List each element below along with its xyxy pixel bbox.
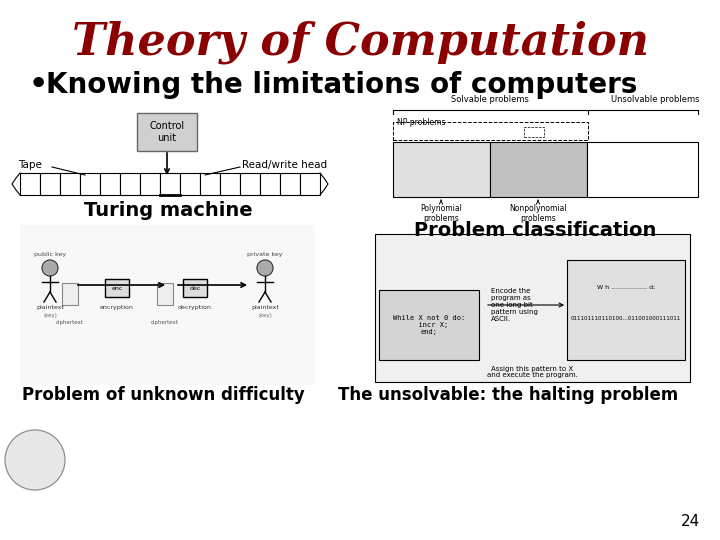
Bar [280, 173, 300, 195]
Bar [157, 283, 173, 305]
Text: (key): (key) [258, 313, 272, 318]
Bar [240, 173, 260, 195]
Text: plaintext: plaintext [251, 305, 279, 310]
Bar [60, 173, 80, 195]
Text: Control
unit: Control unit [150, 121, 184, 143]
Text: While X not 0 do:
  incr X;
end;: While X not 0 do: incr X; end; [393, 315, 465, 335]
Bar [160, 173, 180, 195]
Bar [567, 260, 685, 360]
Text: Solvable problems: Solvable problems [451, 95, 529, 104]
Text: The unsolvable: the halting problem: The unsolvable: the halting problem [338, 386, 678, 404]
Text: dec: dec [189, 286, 201, 291]
Text: decryption: decryption [178, 305, 212, 310]
Bar [379, 290, 479, 360]
Text: (key): (key) [43, 313, 57, 318]
Circle shape [5, 430, 65, 490]
Bar [490, 142, 587, 197]
Text: public key: public key [34, 252, 66, 257]
Bar [183, 279, 207, 297]
Bar [80, 173, 100, 195]
Text: encryption: encryption [100, 305, 134, 310]
Bar [260, 173, 280, 195]
Bar [62, 283, 78, 305]
Text: W h .................. d;: W h .................. d; [597, 285, 655, 289]
Text: Problem of unknown difficulty: Problem of unknown difficulty [22, 386, 305, 404]
Text: Theory of Computation: Theory of Computation [71, 20, 649, 64]
Bar [180, 173, 200, 195]
Bar [20, 173, 40, 195]
Text: Polynomial
problems: Polynomial problems [420, 204, 462, 224]
Text: Tape: Tape [18, 160, 42, 170]
Text: enc: enc [112, 286, 122, 291]
Text: plaintext: plaintext [36, 305, 64, 310]
Text: Nonpolynomial
problems: Nonpolynomial problems [509, 204, 567, 224]
Bar [105, 279, 129, 297]
Bar [300, 173, 320, 195]
Bar [20, 225, 315, 385]
Text: private key: private key [247, 252, 283, 257]
Bar [220, 173, 240, 195]
Bar [524, 127, 544, 137]
Text: 24: 24 [680, 515, 700, 530]
Text: Turing machine: Turing machine [84, 200, 252, 219]
Text: ciphertext: ciphertext [56, 320, 84, 325]
Text: Knowing the limitations of computers: Knowing the limitations of computers [46, 71, 637, 99]
Bar [140, 173, 160, 195]
Bar [40, 173, 60, 195]
Circle shape [257, 260, 273, 276]
FancyBboxPatch shape [137, 113, 197, 151]
Text: NP problems: NP problems [397, 118, 446, 127]
Bar [393, 122, 588, 140]
Text: Assign this pattern to X
and execute the program.: Assign this pattern to X and execute the… [487, 366, 577, 379]
Bar [120, 173, 140, 195]
Text: Read/write head: Read/write head [242, 160, 327, 170]
Text: ciphertext: ciphertext [151, 320, 179, 325]
Bar [393, 142, 490, 197]
Text: 011101110110100...011001000111011: 011101110110100...011001000111011 [571, 316, 681, 321]
Text: Unsolvable problems: Unsolvable problems [611, 95, 699, 104]
Text: Problem classification: Problem classification [414, 221, 656, 240]
Text: Encode the
program as
one long bit
pattern using
ASCII.: Encode the program as one long bit patte… [491, 288, 538, 322]
Bar [100, 173, 120, 195]
Text: •: • [28, 68, 49, 102]
Bar [200, 173, 220, 195]
Circle shape [42, 260, 58, 276]
Bar [375, 234, 690, 382]
Bar [587, 142, 698, 197]
